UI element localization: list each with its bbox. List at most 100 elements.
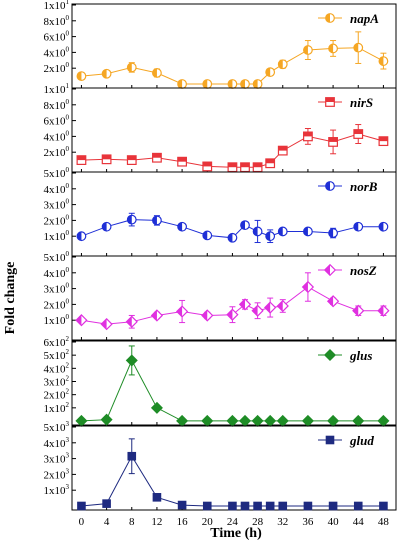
data-point xyxy=(252,226,263,237)
data-point xyxy=(353,221,364,232)
panel-frame xyxy=(71,3,397,89)
y-tick-label: 4x100 xyxy=(44,266,70,280)
data-point xyxy=(303,226,313,237)
legend-label: glud xyxy=(349,433,374,448)
legend-marker xyxy=(325,13,335,23)
data-point xyxy=(100,318,113,331)
legend-label: napA xyxy=(350,11,379,26)
y-tick-label: 3x100 xyxy=(44,282,70,296)
series-line-glus xyxy=(81,359,384,422)
data-point xyxy=(76,231,87,242)
data-point xyxy=(277,226,288,237)
data-point xyxy=(353,42,364,53)
x-tick-label: 48 xyxy=(378,516,390,528)
legend-marker xyxy=(325,97,335,107)
y-tick-label: 2x100 xyxy=(44,61,70,75)
data-point xyxy=(101,68,112,79)
data-point xyxy=(378,136,389,147)
legend-marker xyxy=(325,181,335,191)
data-point xyxy=(265,67,276,78)
panel-frame xyxy=(71,255,397,341)
y-tick-label: 5x100 xyxy=(44,166,70,180)
panel-frame xyxy=(71,340,397,426)
data-point xyxy=(276,299,289,313)
data-point xyxy=(202,79,213,89)
data-point xyxy=(353,501,363,511)
y-tick-label: 5x102 xyxy=(44,348,70,362)
data-point xyxy=(240,162,250,173)
legend-norB: norB xyxy=(318,179,378,194)
data-point xyxy=(264,301,277,314)
data-point xyxy=(175,305,189,318)
y-tick-label: 8x100 xyxy=(44,98,70,112)
data-point xyxy=(227,79,238,89)
data-point xyxy=(127,451,137,461)
y-tick-label: 1x100 xyxy=(44,229,70,243)
data-point xyxy=(238,298,252,311)
legend-glus: glus xyxy=(318,348,372,363)
x-tick-label: 40 xyxy=(328,516,340,528)
data-point xyxy=(227,232,238,243)
data-point xyxy=(202,501,212,511)
legend-nosZ: nosZ xyxy=(318,263,377,278)
y-tick-label: 3x100 xyxy=(44,198,70,212)
data-point xyxy=(253,501,262,511)
x-tick-label: 8 xyxy=(129,516,135,528)
data-point xyxy=(252,79,263,89)
data-point xyxy=(152,215,162,226)
data-point xyxy=(77,501,86,511)
data-point xyxy=(379,501,388,511)
data-point xyxy=(265,158,276,169)
y-tick-label: 6x102 xyxy=(44,335,70,349)
data-point xyxy=(378,56,389,66)
data-point xyxy=(126,62,137,73)
legend-marker xyxy=(325,435,335,445)
data-point xyxy=(177,221,187,232)
data-point xyxy=(265,231,276,242)
data-point xyxy=(101,154,112,165)
x-tick-label: 16 xyxy=(177,516,189,528)
x-tick-label: 0 xyxy=(79,516,85,528)
data-point xyxy=(152,68,162,78)
data-point xyxy=(326,295,340,308)
data-point xyxy=(126,155,137,166)
data-point xyxy=(152,152,162,163)
data-point xyxy=(100,413,113,426)
data-point xyxy=(177,79,187,89)
x-axis-title: Time (h) xyxy=(210,526,262,541)
y-tick-label: 4x100 xyxy=(44,182,70,196)
data-point xyxy=(150,309,164,322)
y-tick-label: 4x102 xyxy=(44,361,70,375)
data-point xyxy=(251,304,264,317)
panel-frame xyxy=(71,425,397,511)
x-axis: 0 4 8 12 16 20 24 28 32 36 40 44 48 xyxy=(79,516,390,528)
data-point xyxy=(76,155,87,166)
y-tick-label: 1x100 xyxy=(44,313,70,327)
data-point xyxy=(125,315,138,328)
x-tick-label: 36 xyxy=(302,516,314,528)
data-point xyxy=(76,71,87,81)
y-tick-label: 1x102 xyxy=(44,401,70,415)
data-point xyxy=(240,79,250,89)
data-point xyxy=(277,59,288,70)
y-tick-label: 2x102 xyxy=(44,388,70,402)
data-point xyxy=(352,304,365,317)
data-point xyxy=(277,145,288,156)
data-point xyxy=(303,131,313,142)
y-tick-label: 6x100 xyxy=(44,30,70,44)
data-point xyxy=(226,308,239,321)
legend-glud: glud xyxy=(318,433,374,448)
y-axis-title: Fold change xyxy=(3,262,18,335)
x-tick-label: 28 xyxy=(252,516,264,528)
y-tick-label: 3x102 xyxy=(44,375,70,389)
y-tick-label: 4x100 xyxy=(44,129,70,143)
x-tick-label: 32 xyxy=(277,516,288,528)
x-tick-label: 24 xyxy=(227,516,239,528)
data-point xyxy=(303,45,313,55)
